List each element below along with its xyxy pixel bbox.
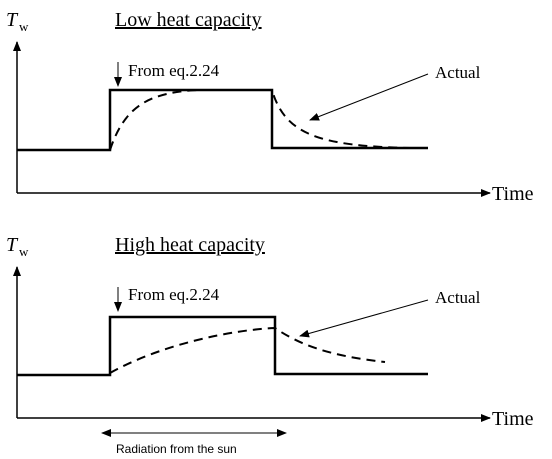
y-label: T [6, 9, 19, 31]
annotation: From eq.2.24 [128, 285, 220, 304]
y-label-sub: w [19, 244, 29, 259]
panel-title: High heat capacity [115, 234, 265, 256]
actual-arrow [309, 73, 429, 121]
step-curve [17, 315, 428, 377]
actual-arrow [299, 299, 429, 338]
footer-label: Radiation from the sun [116, 442, 237, 456]
annotation: From eq.2.24 [128, 61, 220, 80]
actual-label: Actual [435, 63, 481, 82]
actual-label: Actual [435, 288, 481, 307]
x-label: Time [492, 183, 534, 205]
step-curve [17, 88, 428, 152]
panel-low: T w Low heat capacity Time From eq.2.24 … [6, 9, 534, 205]
x-label: Time [492, 408, 534, 430]
panel-high: T w High heat capacity Time From eq.2.24… [6, 234, 534, 430]
y-label: T [6, 234, 19, 256]
panel-title: Low heat capacity [115, 9, 262, 31]
actual-curve [109, 326, 386, 374]
y-label-sub: w [19, 19, 29, 34]
